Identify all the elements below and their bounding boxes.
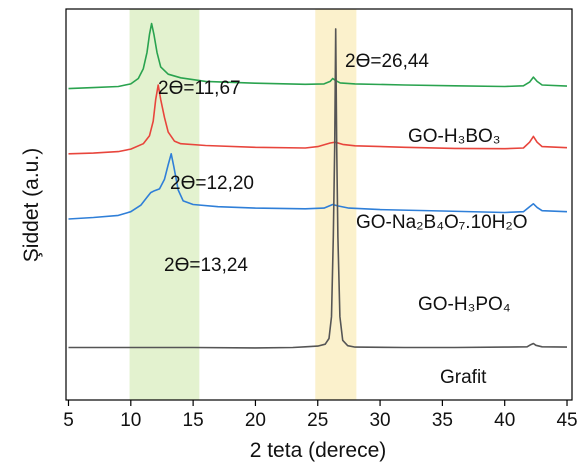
- series-line: [68, 22, 568, 90]
- x-tick-label: 10: [120, 410, 141, 431]
- highlight-bands: [129, 9, 357, 400]
- series-label-go-h3bo3: GO-H₃BO₃: [408, 126, 501, 147]
- x-axis-label: 2 teta (derece): [250, 439, 387, 462]
- x-tick-label: 20: [245, 410, 266, 431]
- x-tick-label: 25: [307, 410, 328, 431]
- x-axis-ticks: 5 10 15 20 25 30 35 40 45: [63, 400, 578, 431]
- peak-annotation-graphite: 2ϴ=26,44: [345, 51, 429, 72]
- series-line: [68, 153, 568, 220]
- highlight-band: [129, 9, 200, 400]
- x-tick-label: 15: [183, 410, 204, 431]
- x-tick-label: 5: [63, 410, 74, 431]
- peak-annotation-na2b4o7: 2ϴ=12,20: [170, 173, 254, 194]
- x-tick-label: 40: [494, 410, 515, 431]
- peak-annotation-h3bo3: 2ϴ=11,67: [158, 78, 241, 99]
- series-line: [68, 28, 568, 349]
- series-line: [68, 84, 568, 155]
- y-axis-label: Şiddet (a.u.): [20, 148, 43, 262]
- peak-annotation-h3po4: 2ϴ=13,24: [164, 255, 248, 276]
- series-label-grafit: Grafit: [440, 367, 487, 388]
- series-label-go-h3po4: GO-H₃PO₄: [418, 294, 511, 315]
- x-tick-label: 30: [369, 410, 390, 431]
- series-label-go-na2b4o7: GO-Na₂B₄O₇.10H₂O: [356, 212, 528, 233]
- plot-frame: [65, 8, 573, 401]
- x-tick-label: 45: [556, 410, 577, 431]
- series-lines: [68, 22, 568, 349]
- x-tick-label: 35: [432, 410, 453, 431]
